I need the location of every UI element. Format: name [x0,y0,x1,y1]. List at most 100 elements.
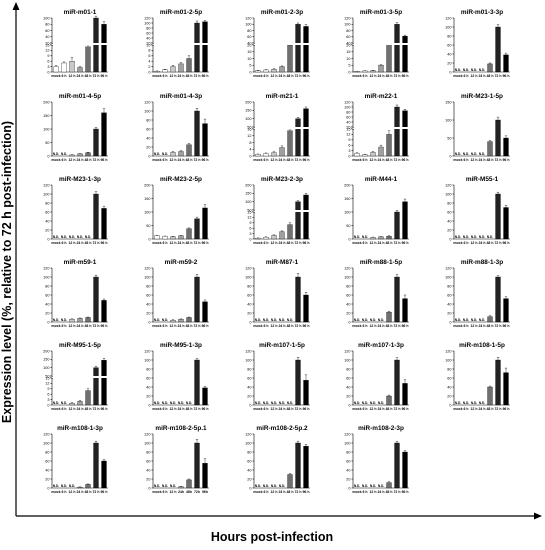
not-detected-label: N.D. [479,318,485,322]
bar [354,153,360,157]
x-tick-label: 48 h [84,324,91,328]
y-tick-label: 60 [247,35,251,39]
y-tick-label: 100 [344,275,350,279]
x-tick-label: 24 h [278,490,285,494]
bar [271,152,277,157]
not-detected-label: N.D. [255,318,261,322]
bar [186,144,192,157]
y-tick-label: 200 [43,100,49,104]
x-tick-label: 6 h [263,74,268,78]
chart-title: miR-m01-4-5p [59,93,101,100]
chart-title: miR-m107-1-3p [358,342,404,349]
chart-title: miR-m01-3-5p [360,9,402,16]
x-tick-label: 48 h [385,74,392,78]
x-tick-label: 12 h [470,241,477,245]
y-tick-label: 0 [249,320,251,324]
x-tick-label: 24 h [478,74,485,78]
bar [178,151,184,157]
x-tick-label: mock [152,490,161,494]
y-tick-label: 50 [45,374,49,378]
x-tick-label: 6 h [61,407,66,411]
x-tick-label: 6 h [61,74,66,78]
y-tick-label: 60 [45,459,49,463]
x-tick-label: 48 h [84,158,91,162]
axis-break [151,43,209,45]
x-tick-label: 48 h [185,158,192,162]
y-tick-label: 6 [148,54,150,58]
x-tick-label: 6 h [263,158,268,162]
x-tick-label: 6 h [362,407,367,411]
x-tick-label: 96 h [302,74,309,78]
y-tick-label: 200 [43,349,49,353]
bar [194,22,200,73]
not-detected-label: N.D. [263,318,269,322]
y-tick-label: 80 [447,284,451,288]
chart-title: miR-m01-2-3p [261,9,303,16]
x-tick-label: 72 h [92,241,99,245]
y-tick-label: 100 [43,127,49,131]
x-tick-label: 12 h [169,324,176,328]
x-tick-label: 6 h [362,490,367,494]
y-tick-label: 60 [447,43,451,47]
bar [287,224,293,240]
x-tick-label: 72 h [294,158,301,162]
x-tick-label: 12 h [470,158,477,162]
x-tick-label: 96 h [201,74,208,78]
bar [263,69,269,73]
bar [178,319,184,323]
y-tick-label: 100 [144,275,150,279]
bar [162,236,168,240]
y-tick-label: 40 [45,468,49,472]
y-tick-label: 60 [146,31,150,35]
x-tick-label: 48 h [185,407,192,411]
y-tick-label: 0 [249,70,251,74]
not-detected-label: N.D. [162,484,168,488]
y-tick-label: 80 [45,450,49,454]
not-detected-label: N.D. [61,318,67,322]
axis-break-mark [251,42,256,45]
bar [370,70,376,73]
y-tick-label: 0 [148,486,150,490]
chart-panel: miR-m108-2-5p.1020406080100120N.D.mockN.… [144,425,209,494]
y-tick-label: 100 [43,275,49,279]
x-tick-label: 24 h [377,241,384,245]
y-tick-label: 80 [346,450,350,454]
not-detected-label: N.D. [354,318,360,322]
y-tick-label: 0 [47,70,49,74]
x-tick-label: 96 h [201,241,208,245]
y-tick-label: 20 [447,311,451,315]
bar [101,208,107,240]
x-tick-label: 96 h [201,158,208,162]
x-tick-label: 96 h [401,158,408,162]
x-tick-label: 96 h [502,407,509,411]
y-tick-label: 20 [146,145,150,149]
not-detected-label: N.D. [378,318,384,322]
y-tick-label: 50 [447,136,451,140]
y-tick-label: 200 [344,183,350,187]
not-detected-label: N.D. [479,235,485,239]
x-tick-label: 48 h [185,241,192,245]
bar [263,153,269,157]
x-tick-label: 96 h [502,158,509,162]
x-tick-label: 12 h [369,407,376,411]
x-tick-label: 72 h [294,241,301,245]
x-tick-label: 12 h [470,324,477,328]
bar [271,69,277,73]
not-detected-label: N.D. [271,318,277,322]
not-detected-label: N.D. [463,235,469,239]
x-tick-label: 24 h [76,74,83,78]
y-tick-label: 9 [348,138,350,142]
x-tick-label: 96 h [502,74,509,78]
bar [77,67,83,73]
bar [495,276,501,323]
not-detected-label: N.D. [463,401,469,405]
x-tick-label: 24 h [177,324,184,328]
y-tick-label: 3 [249,232,251,236]
x-tick-label: 72 h [193,158,200,162]
x-tick-label: 72 h [494,241,501,245]
x-tick-label: 72 h [92,324,99,328]
y-tick-label: 0 [348,320,350,324]
x-tick-label: 72 h [92,490,99,494]
x-tick-label: 24 h [76,324,83,328]
